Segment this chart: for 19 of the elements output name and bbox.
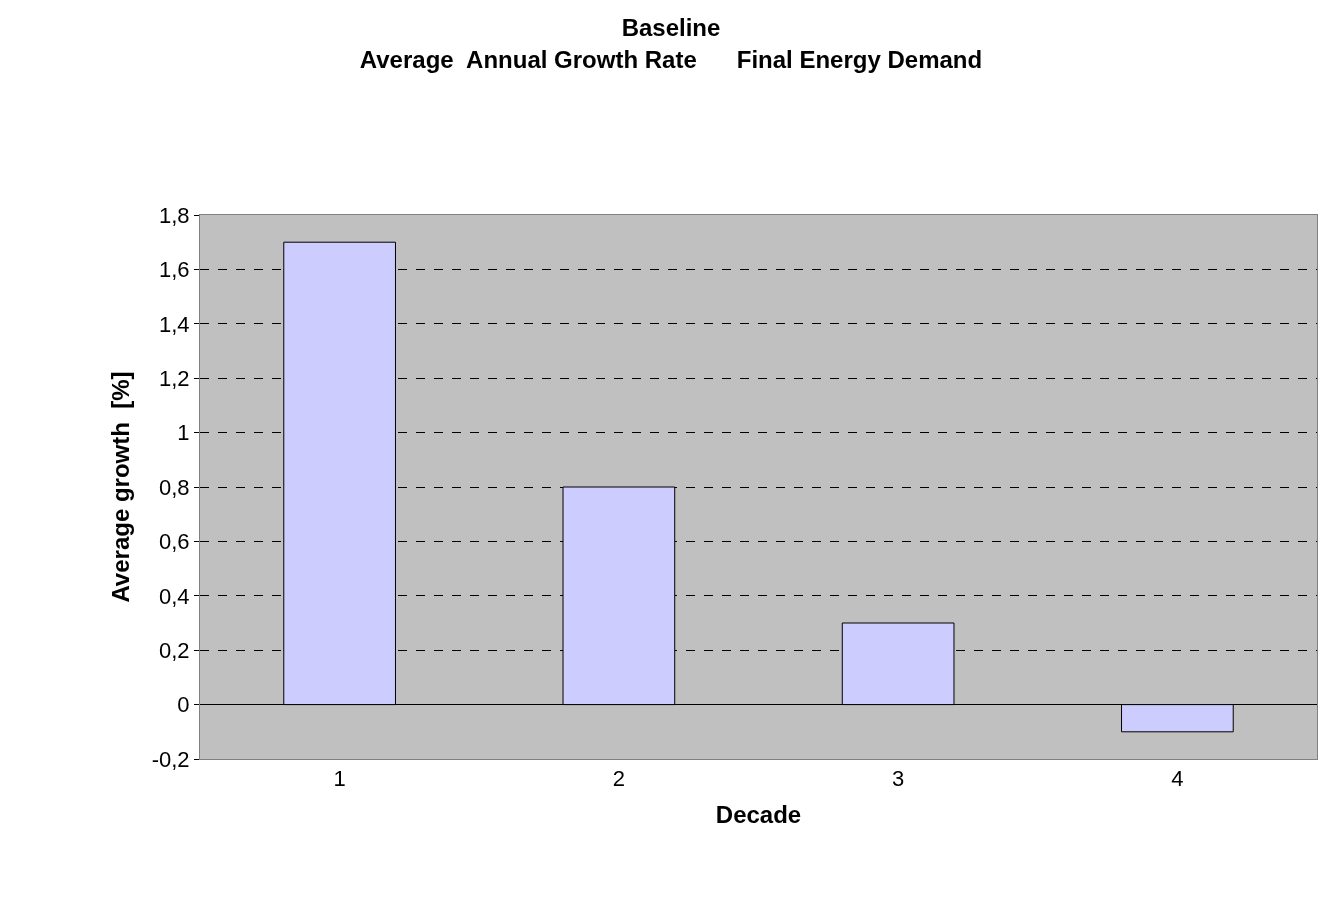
y-tick-label: -0,2 (151, 746, 190, 772)
y-tick-label: 1 (177, 420, 190, 446)
chart-subtitle: Average Annual Growth Rate Final Energy Demand (359, 45, 983, 73)
y-tick-label: 0 (177, 692, 190, 718)
x-tick-label: 3 (892, 766, 905, 792)
y-tick-label: 0,2 (159, 637, 190, 663)
x-tick-label: 2 (612, 766, 626, 792)
x-tick-label: 4 (1171, 766, 1184, 792)
x-tick-label: 1 (333, 766, 346, 792)
y-tick-label: 1,4 (159, 311, 190, 337)
y-tick-label: 0,6 (159, 529, 190, 555)
chart-title: Baseline (621, 14, 721, 42)
y-tick-label: 1,2 (159, 365, 190, 391)
y-tick-label: 0,8 (159, 474, 190, 500)
x-axis-title: Decade (715, 800, 802, 828)
y-tick-label: 0,4 (159, 583, 190, 609)
y-axis-title: Average growth [%] (106, 371, 134, 603)
y-tick-label: 1,8 (159, 202, 190, 228)
y-tick-label: 1,6 (159, 257, 190, 283)
